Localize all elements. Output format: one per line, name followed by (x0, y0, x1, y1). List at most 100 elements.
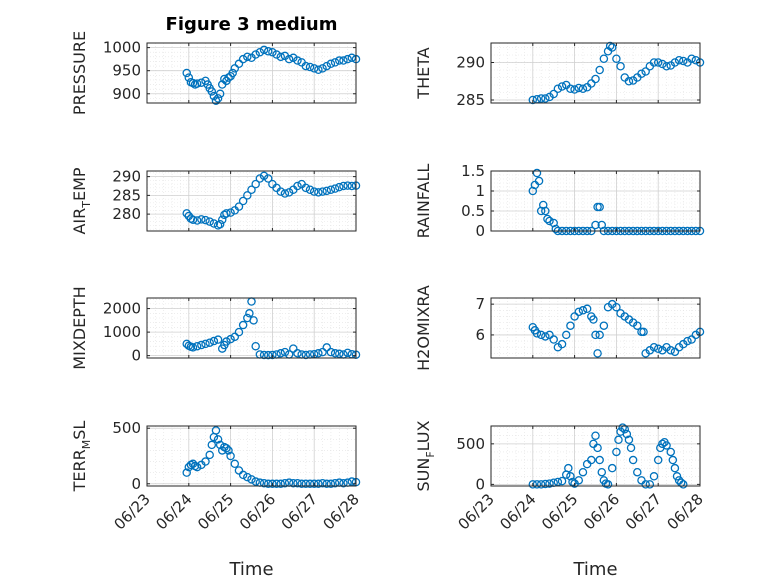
y-tick-label: 280 (112, 205, 141, 223)
data-point (318, 64, 327, 73)
data-point (272, 50, 281, 59)
data-point (641, 67, 650, 76)
data-point (309, 64, 319, 73)
data-point (247, 185, 256, 194)
data-point (641, 480, 650, 489)
y-tick-label: 285 (112, 186, 141, 204)
data-point (276, 52, 286, 62)
data-point (238, 54, 248, 64)
subplot-theta: 285 290 THETA (414, 41, 705, 109)
data-point (230, 459, 240, 469)
x-axis-label-right: Time (572, 559, 617, 580)
data-point (305, 62, 315, 72)
data-point (624, 435, 634, 445)
data-point (578, 84, 588, 94)
data-point (545, 330, 554, 340)
data-point (263, 479, 273, 489)
data-point (322, 186, 331, 196)
data-point (301, 183, 311, 193)
data-point (347, 53, 357, 63)
data-point (335, 349, 344, 359)
data-point (182, 209, 191, 218)
y-tick-label: 1000 (103, 323, 141, 341)
data-point (207, 87, 217, 96)
data-point (532, 168, 542, 178)
data-point (541, 479, 550, 489)
data-point (268, 479, 277, 489)
plot-area (147, 43, 356, 103)
y-tick-label: 6 (475, 326, 485, 344)
data-point (543, 214, 552, 224)
data-point (339, 56, 348, 65)
data-point (238, 196, 248, 206)
data-point (339, 181, 348, 191)
data-point (192, 216, 202, 225)
data-point (211, 426, 221, 435)
data-point (314, 188, 323, 197)
y-axis-label: TERRMSL (70, 421, 93, 493)
data-point (591, 74, 600, 84)
data-point (545, 479, 554, 488)
y-tick-label: 0 (131, 347, 141, 365)
data-point (603, 480, 613, 489)
data-point (672, 472, 682, 481)
plot-area (491, 426, 700, 486)
y-tick-label: 2000 (103, 300, 141, 318)
data-point (616, 62, 625, 71)
data-point (614, 435, 623, 445)
data-point (280, 189, 290, 198)
data-point (587, 79, 596, 88)
data-point (633, 321, 642, 330)
data-point (691, 56, 701, 65)
data-point (289, 478, 298, 488)
data-point (612, 302, 621, 312)
x-tick-label: 06/24 (152, 490, 195, 533)
data-point (679, 56, 688, 66)
data-point (305, 185, 315, 194)
data-point (599, 321, 609, 330)
data-point (230, 332, 240, 342)
data-point (234, 466, 244, 475)
x-tick-label: 06/27 (622, 490, 665, 533)
data-point (284, 188, 294, 197)
data-point (289, 344, 298, 353)
data-point (249, 316, 258, 325)
data-point (309, 187, 319, 196)
y-tick-label: 1 (475, 182, 485, 200)
x-tick-label: 06/24 (496, 490, 539, 533)
data-point (280, 478, 290, 488)
data-point (201, 215, 210, 225)
data-point (566, 472, 575, 481)
data-point (343, 54, 352, 64)
data-point (564, 463, 573, 473)
y-axis-label: AIRTEMP (70, 167, 93, 234)
data-point (679, 480, 688, 489)
data-point (182, 68, 191, 78)
data-point (222, 337, 231, 346)
data-point (182, 468, 191, 477)
axes-box (146, 42, 357, 104)
data-point (595, 202, 604, 212)
data-point (293, 478, 302, 488)
data-point (587, 455, 596, 465)
data-point (205, 217, 214, 226)
data-point (595, 65, 604, 75)
data-point (238, 320, 248, 330)
data-point (666, 346, 675, 355)
data-point (591, 431, 600, 440)
data-point (639, 327, 648, 337)
y-tick-label: 0 (131, 475, 141, 493)
data-point (536, 480, 546, 489)
data-point (335, 182, 344, 192)
y-tick-label: 0 (475, 475, 485, 493)
plot-area (491, 43, 700, 103)
y-tick-label: 0.5 (461, 202, 485, 220)
data-point (205, 338, 214, 347)
data-point (276, 187, 286, 196)
data-point (536, 94, 546, 103)
data-point (213, 94, 223, 103)
data-point (574, 476, 584, 485)
figure-title: Figure 3 medium (166, 14, 338, 35)
data-point (263, 47, 273, 56)
